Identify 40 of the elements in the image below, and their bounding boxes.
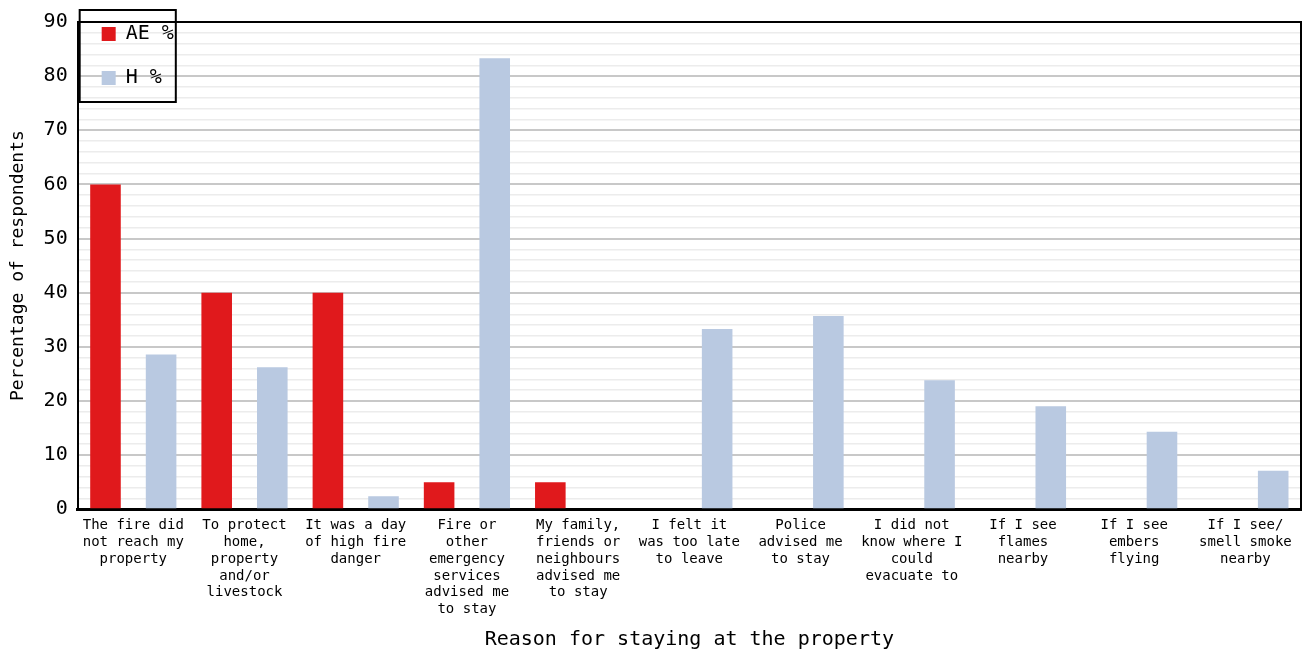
x-tick-label: If I see/ smell smoke nearby	[1199, 516, 1292, 566]
y-tick-label: 20	[43, 387, 68, 412]
x-tick-label: My family, friends or neighbours advised me to stay	[535, 516, 621, 600]
bar	[1257, 470, 1289, 509]
x-tick-label: Fire or other emergency services advised me to stay	[424, 516, 510, 617]
x-tick-label: I did not know where I could evacuate to	[861, 516, 963, 583]
bar	[535, 482, 566, 509]
bar	[145, 354, 177, 509]
y-tick-label: 0	[55, 495, 68, 520]
bar	[368, 496, 399, 509]
y-tick-label: 10	[43, 441, 68, 466]
y-tick-label: 40	[43, 278, 68, 303]
bar	[1146, 431, 1178, 509]
x-tick-label: If I see flames nearby	[989, 516, 1057, 566]
x-tick-label: Police advised me to stay	[758, 516, 843, 566]
y-tick-label: 30	[43, 333, 68, 357]
legend-label: H %	[125, 64, 162, 89]
y-axis-title: Percentage of respondents	[6, 130, 28, 402]
bar	[257, 367, 288, 509]
x-tick-label: If I see embers flying	[1100, 516, 1168, 566]
x-tick-label: The fire did not reach my property	[82, 516, 184, 566]
bar	[813, 315, 844, 509]
bar	[924, 380, 955, 509]
x-tick-label: It was a day of high fire danger	[305, 516, 407, 566]
x-axis-title: Reason for staying at the property	[484, 626, 895, 651]
bar	[201, 292, 232, 509]
bar	[479, 58, 511, 509]
bar	[701, 328, 733, 509]
legend-label: AE %	[125, 20, 174, 45]
x-tick-label: To protect home, property and/or livestock	[202, 516, 287, 600]
y-tick-label: 70	[43, 116, 68, 141]
y-tick-label: 50	[43, 224, 68, 249]
y-tick-label: 60	[43, 170, 68, 195]
x-tick-label: I felt it was too late to leave	[638, 516, 740, 566]
bar	[312, 292, 344, 509]
bar	[90, 184, 121, 509]
bar	[423, 482, 455, 509]
y-tick-label: 80	[43, 62, 68, 87]
bar	[1035, 406, 1067, 509]
y-tick-label: 90	[43, 8, 68, 33]
